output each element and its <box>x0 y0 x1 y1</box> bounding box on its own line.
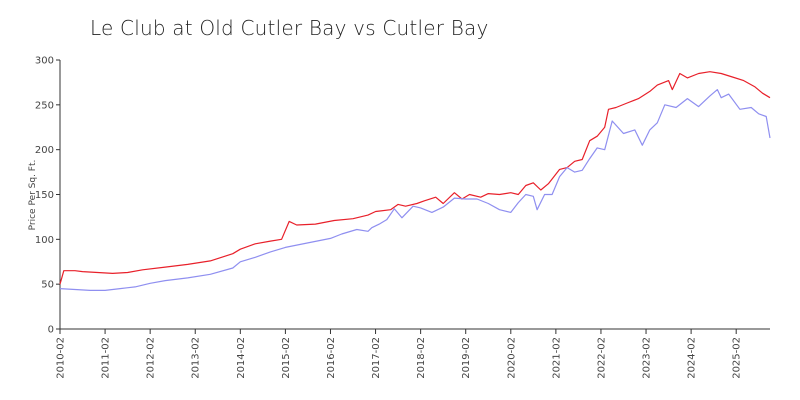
x-tick-label: 2023-02 <box>642 337 653 379</box>
y-tick-label: 250 <box>35 100 54 111</box>
y-tick-label: 150 <box>35 190 54 201</box>
y-tick-label: 300 <box>35 56 54 67</box>
x-tick-label: 2016-02 <box>326 337 337 379</box>
x-tick-label: 2018-02 <box>416 337 427 379</box>
x-tick-label: 2014-02 <box>236 337 247 379</box>
series-line-2 <box>59 89 771 291</box>
x-tick-label: 2015-02 <box>281 337 292 379</box>
y-tick-label: 50 <box>41 280 54 291</box>
y-tick-label: 100 <box>35 235 54 246</box>
x-tick-label: 2025-02 <box>732 337 743 379</box>
chart-title: Le Club at Old Cutler Bay vs Cutler Bay <box>90 16 489 40</box>
chart-axes: 0 50 100 150 200 250 300 2010-02 2011-02 2012-02 2… <box>35 56 770 379</box>
x-tick-label: 2021-02 <box>551 337 562 379</box>
x-tick-label: 2013-02 <box>191 337 202 379</box>
x-tick-label: 2017-02 <box>371 337 382 379</box>
x-tick-label: 2022-02 <box>596 337 607 379</box>
x-tick-label: 2012-02 <box>146 337 157 379</box>
y-tick-label: 0 <box>48 325 54 336</box>
x-tick-label: 2024-02 <box>687 337 698 379</box>
x-tick-label: 2020-02 <box>506 337 517 379</box>
chart-series <box>59 71 771 291</box>
x-tick-label: 2010-02 <box>56 337 67 379</box>
y-tick-label: 200 <box>35 145 54 156</box>
y-axis-label: Price Per Sq. Ft. <box>28 160 38 231</box>
x-tick-label: 2019-02 <box>461 337 472 379</box>
x-tick-label: 2011-02 <box>101 337 112 379</box>
series-line-1 <box>59 71 771 285</box>
